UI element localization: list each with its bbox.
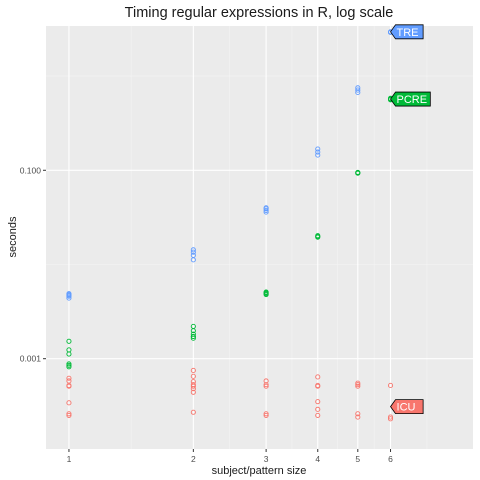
data-point-icu bbox=[315, 406, 321, 412]
data-point-pcre bbox=[190, 333, 196, 340]
data-point-icu bbox=[355, 414, 361, 420]
chart-title: Timing regular expressions in R, log sca… bbox=[125, 5, 394, 21]
data-point-pcre bbox=[263, 289, 269, 295]
data-point-pcre bbox=[263, 291, 269, 297]
data-point-icu bbox=[66, 378, 72, 384]
y-axis-title: seconds bbox=[7, 216, 19, 257]
data-point-icu bbox=[66, 411, 72, 417]
data-point-icu bbox=[263, 411, 269, 417]
series-label-pcre: PCRE bbox=[397, 94, 428, 106]
data-point-icu bbox=[66, 375, 72, 381]
plot-background bbox=[46, 26, 473, 449]
data-point-tre bbox=[190, 249, 196, 255]
data-point-icu bbox=[66, 400, 72, 406]
data-point-icu bbox=[315, 412, 321, 418]
x-tick-label: 1 bbox=[67, 454, 72, 464]
data-point-tre bbox=[355, 85, 361, 91]
data-point-tre bbox=[315, 149, 321, 155]
data-point-tre bbox=[190, 247, 196, 253]
data-point-pcre bbox=[66, 362, 72, 368]
data-point-pcre bbox=[66, 364, 72, 370]
data-point-icu bbox=[315, 399, 321, 405]
data-point-icu bbox=[263, 382, 269, 388]
series-label-box-tre bbox=[390, 24, 424, 40]
x-tick-label: 4 bbox=[315, 454, 320, 464]
series-labels: TRE PCRE ICU bbox=[390, 24, 431, 415]
series-label-box-icu bbox=[390, 399, 424, 415]
data-point-icu bbox=[190, 389, 196, 395]
axis-ticks: 1 2 3 4 5 6 0.001 0.100 bbox=[20, 165, 393, 464]
data-point-pcre bbox=[66, 338, 72, 344]
x-tick-label: 3 bbox=[264, 454, 269, 464]
data-point-tre bbox=[263, 205, 269, 211]
series-label-tre: TRE bbox=[397, 27, 419, 39]
data-point-icu bbox=[315, 382, 321, 388]
data-point-icu bbox=[355, 383, 361, 389]
data-point-pcre bbox=[190, 331, 196, 337]
data-point-icu bbox=[355, 380, 361, 386]
series-label-icu: ICU bbox=[397, 402, 416, 414]
data-point-icu bbox=[263, 412, 269, 418]
data-point-icu bbox=[315, 374, 321, 380]
data-point-icu bbox=[387, 416, 394, 422]
data-point-tre bbox=[315, 152, 321, 158]
data-point-icu bbox=[263, 378, 269, 384]
data-point-icu bbox=[387, 382, 394, 388]
data-point-icu bbox=[355, 411, 361, 417]
y-tick-label: 0.001 bbox=[20, 354, 42, 364]
data-point-icu bbox=[263, 383, 269, 389]
data-point-tre bbox=[315, 146, 321, 152]
x-tick-label: 6 bbox=[388, 454, 393, 464]
data-point-tre bbox=[66, 291, 72, 297]
data-point-pcre bbox=[190, 323, 196, 329]
data-point-icu bbox=[190, 379, 196, 385]
data-point-tre bbox=[263, 207, 269, 213]
data-point-pcre bbox=[66, 347, 72, 353]
data-point-pcre bbox=[315, 233, 321, 240]
data-point-icu bbox=[66, 412, 72, 418]
data-point-pcre bbox=[355, 170, 361, 176]
data-point-icu bbox=[355, 382, 361, 388]
data-point-tre bbox=[190, 252, 196, 258]
data-point-icu bbox=[190, 373, 196, 379]
data-point-tre bbox=[355, 87, 361, 93]
x-axis-title: subject/pattern size bbox=[212, 465, 307, 477]
y-tick-label: 0.100 bbox=[20, 165, 42, 175]
data-point-icu bbox=[190, 382, 196, 388]
data-points bbox=[66, 29, 394, 422]
data-point-icu bbox=[387, 414, 394, 420]
data-point-icu bbox=[190, 409, 196, 415]
data-point-icu bbox=[190, 367, 196, 374]
x-tick-label: 2 bbox=[191, 454, 196, 464]
x-tick-label: 5 bbox=[355, 454, 360, 464]
series-label-box-pcre bbox=[390, 91, 431, 107]
